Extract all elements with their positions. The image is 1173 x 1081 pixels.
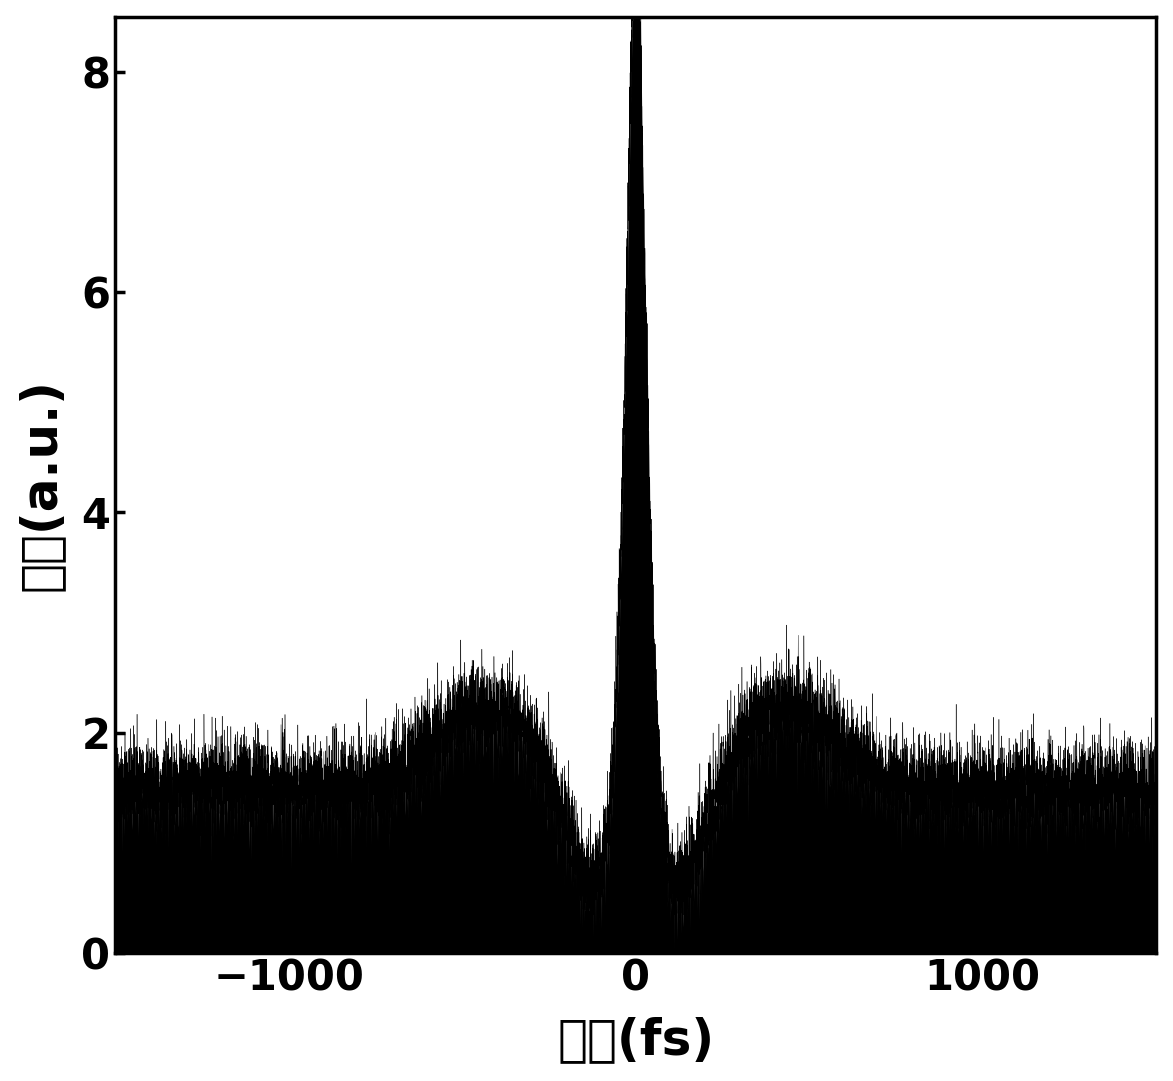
Y-axis label: 强度(a.u.): 强度(a.u.) [16, 378, 65, 591]
X-axis label: 时间(fs): 时间(fs) [557, 1016, 714, 1065]
